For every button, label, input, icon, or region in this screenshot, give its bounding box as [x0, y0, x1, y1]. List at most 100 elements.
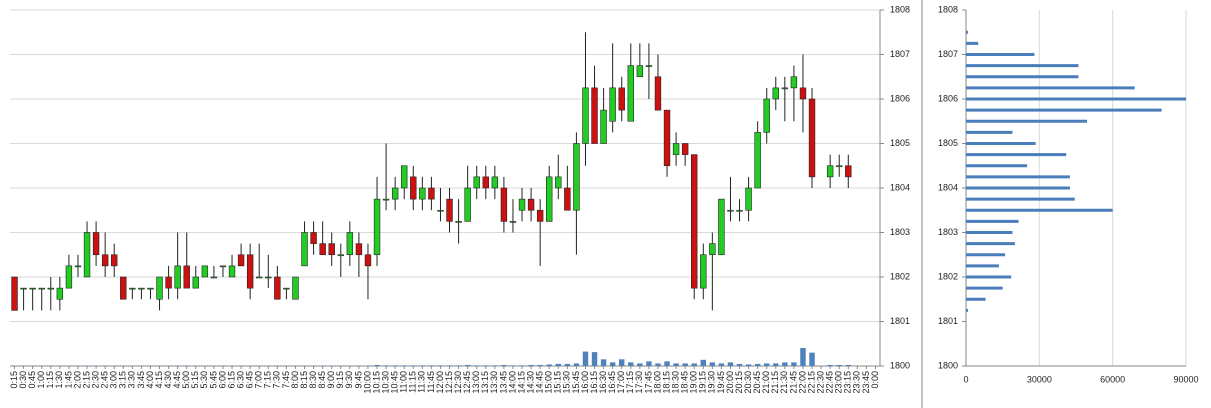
x-tick-label: 21:15 — [770, 371, 780, 394]
candle-body — [47, 287, 54, 290]
x-tick-label: 15:45 — [571, 371, 581, 394]
x-tick-label: 12:00 — [435, 371, 445, 394]
volume-bar — [782, 362, 788, 366]
volume-bar — [437, 365, 444, 366]
volume-bar — [727, 362, 734, 366]
volume-bar — [501, 364, 507, 366]
x-tick-label: 19:00 — [689, 371, 699, 394]
x-tick-label: 3:00 — [109, 371, 119, 389]
candle-body — [410, 176, 417, 200]
candle-body — [627, 65, 634, 122]
candle-body — [364, 254, 372, 267]
profile-bar — [966, 153, 1067, 157]
x-tick-label: 19:45 — [716, 371, 726, 394]
candle-body — [74, 265, 82, 268]
volume-bar — [446, 365, 453, 366]
volume-bar — [564, 363, 571, 366]
x-tick-label: 7:00 — [254, 371, 264, 389]
candle-body — [654, 76, 662, 111]
volume-bar — [609, 362, 616, 366]
y-tick-label: 1808 — [890, 4, 910, 14]
x-tick-label: 21:45 — [788, 371, 798, 394]
profile-bar — [966, 41, 979, 45]
candle-body — [826, 165, 834, 178]
x-tick-label: 6:00 — [217, 371, 227, 389]
x-tick-label: 18:15 — [661, 371, 671, 394]
candle-body — [636, 65, 644, 78]
candle-body — [56, 287, 64, 300]
profile-bar — [966, 164, 1028, 168]
x-tick-label: 9:45 — [353, 371, 363, 389]
candle-body — [165, 276, 172, 289]
candle-body — [301, 232, 308, 267]
y-tick-label: 1800 — [890, 360, 910, 370]
y-tick-label: 1806 — [890, 93, 910, 103]
x-tick-label: 22:15 — [806, 371, 816, 394]
candle-body — [473, 176, 480, 189]
candle-body — [237, 254, 245, 267]
profile-bar — [966, 297, 986, 301]
x-tick-label: 11:45 — [426, 371, 436, 393]
candle-body — [346, 232, 354, 256]
volume-bar — [455, 365, 462, 366]
x-tick-label: 6:30 — [235, 371, 245, 389]
volume-bar — [573, 363, 580, 366]
x-tick-label: 14:45 — [535, 371, 545, 394]
x-tick-label: 17:45 — [643, 371, 653, 394]
candle-body — [718, 198, 725, 256]
volume-bar — [809, 352, 815, 366]
volume-bar — [428, 365, 435, 366]
candle-body — [536, 209, 544, 222]
volume-bar — [591, 352, 598, 366]
candle-body — [20, 287, 27, 290]
candle-body — [246, 254, 254, 289]
x-tick-label: 6:15 — [226, 371, 236, 389]
candle-body — [192, 276, 199, 289]
volume-bar — [682, 363, 688, 366]
x-tick-label: 90000 — [1173, 374, 1198, 384]
candle-body — [745, 187, 752, 211]
x-tick-label: 8:45 — [317, 371, 327, 389]
volume-bar — [383, 365, 389, 366]
candle-body — [799, 87, 807, 100]
candle-body — [564, 187, 571, 211]
candle-body — [29, 287, 36, 290]
x-tick-label: 14:00 — [507, 371, 517, 394]
candle-body — [763, 98, 770, 133]
volume-bar — [474, 365, 480, 366]
candle-body — [672, 143, 680, 155]
candle-body — [156, 276, 163, 300]
candle-body — [437, 209, 444, 212]
volume-bar — [537, 364, 543, 366]
x-tick-label: 16:45 — [607, 371, 617, 394]
candle-body — [65, 265, 73, 289]
profile-bar — [966, 264, 999, 268]
volume-bar — [673, 363, 679, 366]
y-tick-label: 1807 — [938, 49, 958, 59]
y-tick-label: 1805 — [938, 138, 958, 148]
x-tick-label: 17:00 — [616, 371, 626, 394]
x-tick-label: 5:45 — [208, 371, 218, 389]
y-tick-label: 1801 — [890, 316, 910, 326]
x-tick-label: 20:00 — [725, 371, 735, 394]
y-tick-label: 1802 — [890, 271, 910, 281]
x-tick-label: 2:00 — [72, 371, 82, 389]
profile-bar — [966, 86, 1135, 90]
y-tick-label: 1802 — [938, 271, 958, 281]
candle-body — [772, 87, 779, 100]
profile-bar — [966, 208, 1113, 212]
volume-bar — [718, 363, 725, 366]
x-tick-label: 9:30 — [344, 371, 354, 389]
volume-bar — [519, 365, 525, 366]
profile-bar — [966, 30, 968, 34]
x-tick-label: 11:00 — [399, 371, 409, 393]
x-tick-label: 4:45 — [172, 371, 182, 389]
candle-body — [228, 265, 236, 278]
candle-body — [781, 87, 789, 90]
candle-body — [446, 198, 453, 222]
candle-body — [274, 276, 281, 300]
x-tick-label: 0:45 — [27, 371, 37, 389]
x-tick-label: 15:15 — [553, 371, 563, 394]
candle-body — [138, 287, 145, 290]
volume-bar — [628, 362, 634, 366]
